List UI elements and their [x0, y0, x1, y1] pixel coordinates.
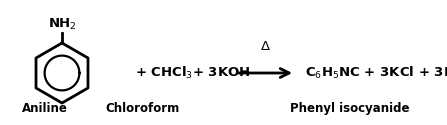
Text: C$_6$H$_5$NC + 3KCl + 3H$_2$O: C$_6$H$_5$NC + 3KCl + 3H$_2$O [305, 65, 447, 81]
Text: Chloroform: Chloroform [105, 102, 179, 115]
Text: Phenyl isocyanide: Phenyl isocyanide [290, 102, 410, 115]
Text: $\Delta$: $\Delta$ [260, 40, 270, 53]
Text: NH$_2$: NH$_2$ [47, 17, 76, 32]
Text: Aniline: Aniline [22, 102, 68, 115]
Text: + CHCl$_3$+ 3KOH: + CHCl$_3$+ 3KOH [135, 65, 250, 81]
